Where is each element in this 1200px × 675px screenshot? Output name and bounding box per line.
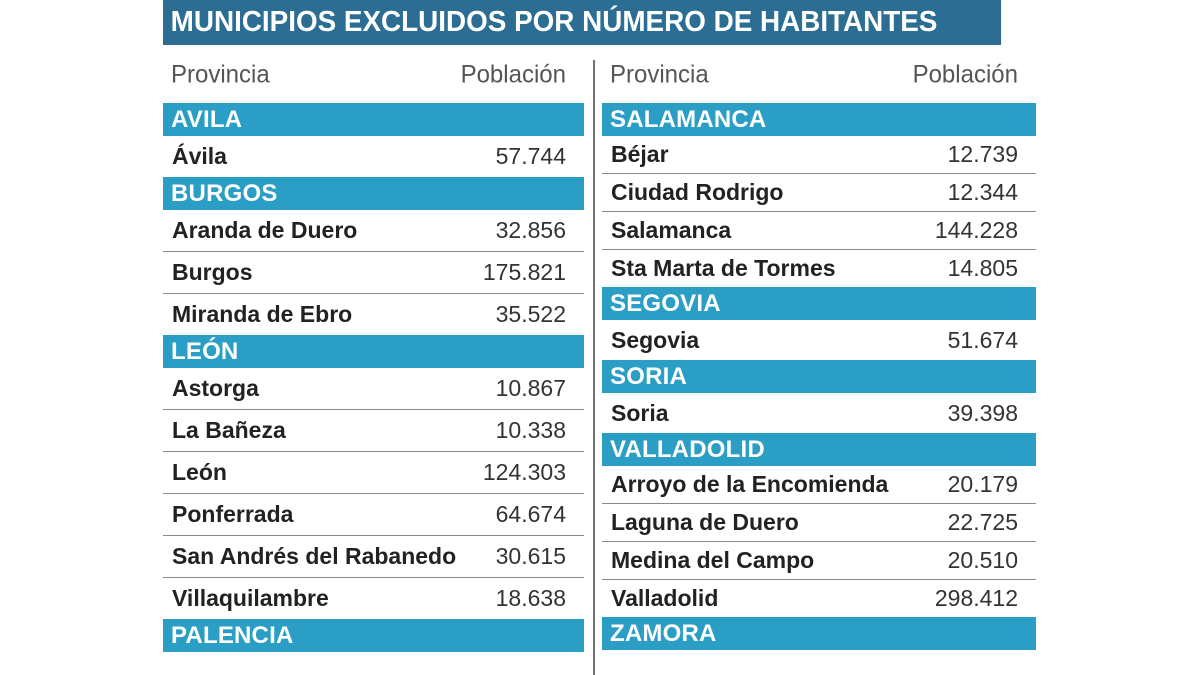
municipality-row: Segovia 51.674: [602, 320, 1036, 360]
province-block: VALLADOLID Arroyo de la Encomienda 20.179 L…: [602, 433, 1036, 617]
province-header: AVILA: [163, 103, 584, 136]
municipality-row: Laguna de Duero 22.725: [602, 504, 1036, 542]
province-header: SORIA: [602, 360, 1036, 393]
header-provincia: Provincia: [171, 60, 270, 89]
municipality-population: 57.744: [495, 143, 566, 169]
municipality-row: Villaquilambre 18.638: [163, 578, 584, 619]
province-header: LEÓN: [163, 335, 584, 368]
municipality-name: Burgos: [172, 259, 253, 285]
province-block: BURGOS Aranda de Duero 32.856 Burgos 175.821…: [163, 177, 584, 335]
table-header: Provincia Población: [602, 51, 1036, 99]
municipality-population: 10.867: [495, 375, 566, 401]
municipality-population: 298.412: [934, 585, 1018, 611]
municipality-row: Soria 39.398: [602, 393, 1036, 433]
municipality-population: 124.303: [482, 459, 566, 485]
municipality-name: Sta Marta de Tormes: [611, 255, 836, 281]
province-header: BURGOS: [163, 177, 584, 210]
municipality-row: Miranda de Ebro 35.522: [163, 294, 584, 335]
municipality-population: 35.522: [495, 301, 566, 327]
municipality-name: Valladolid: [611, 585, 719, 611]
municipality-row: Ponferrada 64.674: [163, 494, 584, 536]
header-poblacion: Población: [460, 60, 566, 89]
municipality-row: Arroyo de la Encomienda 20.179: [602, 466, 1036, 504]
municipality-population: 20.179: [947, 471, 1018, 497]
left-column: Provincia Población AVILA Ávila 57.744 BURG…: [163, 52, 584, 652]
municipality-population: 175.821: [482, 259, 566, 285]
municipality-row: La Bañeza 10.338: [163, 410, 584, 452]
municipality-population: 22.725: [947, 509, 1018, 535]
municipality-name: Ávila: [172, 143, 227, 169]
infographic-title: MUNICIPIOS EXCLUIDOS POR NÚMERO DE HABIT…: [163, 0, 1002, 45]
municipality-name: Ciudad Rodrigo: [611, 179, 784, 205]
municipality-population: 30.615: [495, 543, 566, 569]
municipality-population: 39.398: [947, 399, 1018, 426]
province-list: SALAMANCA Béjar 12.739 Ciudad Rodrigo 12.344…: [602, 103, 1036, 650]
municipality-name: León: [172, 459, 227, 485]
province-header: SEGOVIA: [602, 287, 1036, 320]
municipality-name: Soria: [611, 399, 669, 426]
province-header: ZAMORA: [602, 617, 1036, 650]
municipality-row: Medina del Campo 20.510: [602, 542, 1036, 580]
municipality-population: 20.510: [947, 547, 1018, 573]
municipality-row: Valladolid 298.412: [602, 580, 1036, 617]
municipality-population: 12.739: [947, 141, 1018, 167]
province-block: SORIA Soria 39.398: [602, 360, 1036, 433]
municipality-row: León 124.303: [163, 452, 584, 494]
municipality-population: 12.344: [947, 179, 1018, 205]
municipality-row: Sta Marta de Tormes 14.805: [602, 250, 1036, 287]
province-block: SALAMANCA Béjar 12.739 Ciudad Rodrigo 12.344…: [602, 103, 1036, 287]
municipality-population: 18.638: [495, 585, 566, 611]
header-poblacion: Población: [912, 60, 1018, 89]
municipality-row: Burgos 175.821: [163, 252, 584, 294]
province-block: PALENCIA: [163, 619, 584, 652]
municipality-name: Astorga: [172, 375, 259, 401]
municipality-population: 14.805: [947, 255, 1018, 281]
municipality-row: Astorga 10.867: [163, 368, 584, 410]
municipality-population: 10.338: [495, 417, 566, 443]
municipality-name: La Bañeza: [172, 417, 286, 443]
municipality-population: 51.674: [947, 326, 1018, 353]
municipality-row: Aranda de Duero 32.856: [163, 210, 584, 252]
municipality-population: 64.674: [495, 501, 566, 527]
municipality-name: Medina del Campo: [611, 547, 815, 573]
province-list: AVILA Ávila 57.744 BURGOS Aranda de Duero 32.…: [163, 103, 584, 652]
municipality-population: 144.228: [934, 217, 1018, 243]
municipality-name: Miranda de Ebro: [172, 301, 353, 327]
municipality-name: Ponferrada: [172, 501, 294, 527]
province-block: ZAMORA: [602, 617, 1036, 650]
municipality-name: Segovia: [611, 326, 700, 353]
province-block: AVILA Ávila 57.744: [163, 103, 584, 177]
municipality-name: Aranda de Duero: [172, 217, 358, 243]
municipality-name: Arroyo de la Encomienda: [611, 471, 889, 497]
municipality-name: Béjar: [611, 141, 669, 167]
province-header: VALLADOLID: [602, 433, 1036, 466]
municipality-row: Salamanca 144.228: [602, 212, 1036, 250]
municipality-name: San Andrés del Rabanedo: [172, 543, 457, 569]
right-column: Provincia Población SALAMANCA Béjar 12.739…: [602, 52, 1036, 650]
municipality-row: Béjar 12.739: [602, 136, 1036, 174]
header-provincia: Provincia: [610, 60, 709, 89]
municipality-row: Ciudad Rodrigo 12.344: [602, 174, 1036, 212]
municipality-row: San Andrés del Rabanedo 30.615: [163, 536, 584, 578]
municipality-name: Salamanca: [611, 217, 732, 243]
province-block: SEGOVIA Segovia 51.674: [602, 287, 1036, 360]
table-header: Provincia Población: [163, 51, 584, 99]
province-block: LEÓN Astorga 10.867 La Bañeza 10.338 León 124.…: [163, 335, 584, 619]
column-divider: [593, 60, 595, 675]
province-header: PALENCIA: [163, 619, 584, 652]
province-header: SALAMANCA: [602, 103, 1036, 136]
municipality-name: Villaquilambre: [172, 585, 329, 611]
municipality-row: Ávila 57.744: [163, 136, 584, 177]
municipality-population: 32.856: [495, 217, 566, 243]
municipality-name: Laguna de Duero: [611, 509, 799, 535]
